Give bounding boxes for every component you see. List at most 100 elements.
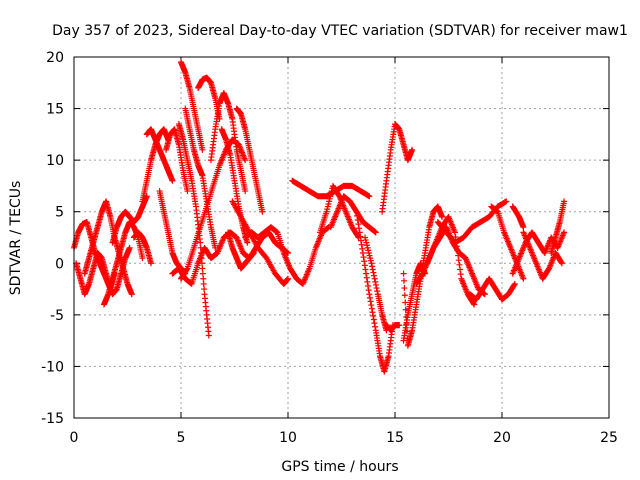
data-point [366, 193, 373, 200]
data-point [361, 258, 368, 265]
data-point [201, 286, 208, 293]
chart-title: Day 357 of 2023, Sidereal Day-to-day VTE… [52, 23, 628, 39]
data-point [365, 282, 372, 289]
data-point [455, 257, 462, 264]
y-tick-labels: -15 -10 -5 0 5 10 15 20 [41, 50, 64, 427]
x-tick-label: 0 [70, 430, 79, 446]
data-point [372, 278, 379, 285]
data-point [353, 208, 360, 215]
data-point [358, 241, 365, 248]
x-tick-labels: 0 5 10 15 20 25 [70, 430, 618, 446]
x-tick-label: 10 [279, 430, 297, 446]
series-l [178, 59, 206, 153]
data-point [372, 323, 379, 330]
data-point [369, 309, 376, 316]
y-tick-label: 10 [46, 153, 64, 169]
series-ad [400, 203, 446, 349]
data-point [558, 259, 565, 266]
plot-frame [73, 56, 610, 419]
data-point [457, 271, 464, 278]
data-point [402, 299, 409, 306]
series-am [509, 203, 527, 231]
x-tick-label: 15 [386, 430, 404, 446]
data-point [396, 322, 403, 329]
data-point [197, 239, 204, 246]
data-point [205, 332, 212, 339]
data-point [481, 291, 488, 298]
data-point [355, 221, 362, 228]
data-points [71, 59, 568, 375]
data-point [366, 294, 373, 301]
data-point [361, 262, 368, 269]
series-t [225, 229, 257, 272]
data-point [363, 274, 370, 281]
data-point [400, 270, 407, 277]
x-tick-label: 20 [493, 430, 511, 446]
data-point [354, 216, 361, 223]
data-point [366, 291, 373, 298]
data-point [561, 198, 568, 205]
data-point [370, 312, 377, 319]
data-point [439, 213, 446, 220]
data-point [511, 281, 518, 288]
series-ah [434, 198, 510, 246]
series-n [195, 74, 223, 122]
data-point [370, 316, 377, 323]
data-point [356, 225, 363, 232]
data-point [470, 300, 477, 307]
data-point [143, 193, 150, 200]
data-point [365, 287, 372, 294]
y-tick-label: -5 [50, 308, 64, 324]
data-point [457, 266, 464, 273]
y-tick-label: -10 [41, 359, 64, 375]
data-point [373, 285, 380, 292]
data-point [558, 260, 565, 267]
series-ac [383, 322, 403, 334]
data-point [200, 280, 207, 287]
data-point [371, 320, 378, 327]
y-tick-label: 5 [55, 205, 64, 221]
y-axis-label: SDTVAR / TECUs [8, 181, 24, 296]
series-ak [509, 229, 568, 277]
data-point [372, 229, 379, 236]
series-k [175, 121, 212, 339]
data-point [520, 224, 527, 231]
y-tick-label: 20 [46, 50, 64, 66]
series-e [109, 193, 150, 246]
data-point [139, 255, 146, 262]
data-point [242, 157, 249, 164]
data-point [199, 146, 206, 153]
data-point [370, 269, 377, 276]
data-point [285, 275, 291, 282]
data-point [511, 280, 518, 287]
data-point [456, 261, 463, 268]
series-d [100, 219, 146, 308]
data-point [250, 249, 257, 256]
series-ab [379, 121, 416, 215]
data-point [561, 229, 568, 236]
series-i [156, 188, 189, 277]
series-z [353, 208, 396, 375]
data-point [402, 306, 409, 313]
series-ai [466, 275, 518, 303]
data-point [401, 285, 408, 292]
data-point [367, 298, 374, 305]
data-point [363, 270, 370, 277]
data-point [359, 249, 366, 256]
data-point [242, 188, 249, 195]
y-tick-label: -15 [41, 411, 64, 427]
data-point [357, 233, 364, 240]
series-aa [362, 234, 390, 334]
data-point [359, 245, 366, 252]
data-point [401, 292, 408, 299]
data-point [368, 260, 375, 267]
data-point [368, 302, 375, 309]
data-point [184, 188, 191, 195]
series-s [233, 105, 266, 215]
data-point [128, 291, 135, 298]
data-point [503, 198, 510, 205]
data-point [356, 229, 363, 236]
data-point [200, 275, 207, 282]
data-point [369, 266, 376, 273]
